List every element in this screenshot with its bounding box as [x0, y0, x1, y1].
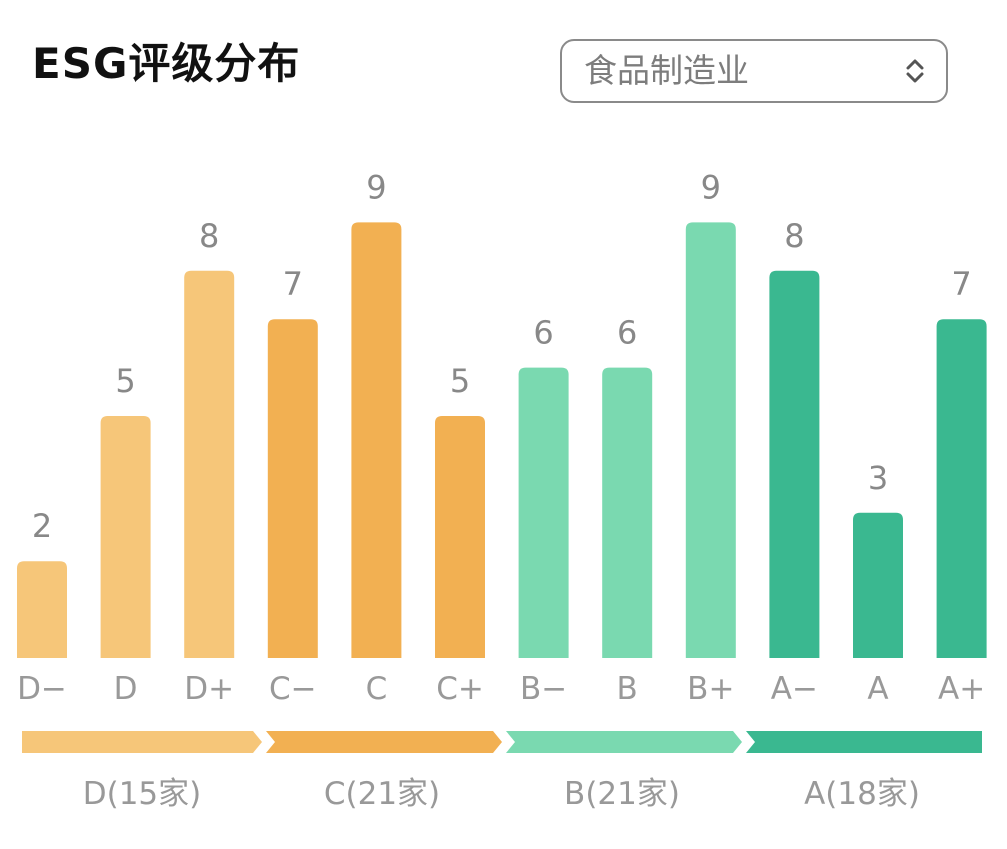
- bar: [936, 319, 987, 658]
- value-label: 5: [450, 362, 470, 400]
- bar: [184, 270, 235, 658]
- group-label: D(15家): [83, 776, 202, 812]
- x-tick-label: B: [617, 671, 638, 707]
- bar: [853, 512, 903, 658]
- industry-select-value: 食品制造业: [584, 51, 749, 90]
- group-band-a: [746, 731, 982, 753]
- group-label: A(18家): [804, 776, 920, 812]
- x-tick-label: D: [114, 671, 138, 707]
- bar: [518, 367, 569, 658]
- x-tick-label: D+: [184, 671, 234, 707]
- value-label: 8: [784, 217, 804, 255]
- bar: [435, 416, 485, 658]
- value-label: 2: [32, 507, 52, 545]
- value-label: 7: [951, 265, 971, 303]
- value-label: 9: [366, 168, 386, 206]
- value-label: 5: [115, 362, 135, 400]
- x-tick-label: A: [867, 671, 888, 707]
- value-label: 9: [701, 168, 721, 206]
- bar: [769, 270, 820, 658]
- value-label: 7: [283, 265, 303, 303]
- bar: [685, 222, 736, 658]
- x-tick-label: B−: [520, 671, 567, 707]
- group-band-d: [22, 731, 262, 753]
- x-tick-label: A+: [938, 671, 985, 707]
- bar: [100, 416, 151, 658]
- bar: [351, 222, 402, 658]
- industry-select[interactable]: 食品制造业: [560, 39, 948, 103]
- bar: [17, 561, 67, 658]
- page-title: ESG评级分布: [32, 39, 301, 88]
- x-tick-label: B+: [687, 671, 734, 707]
- chevron-up-down-icon: [906, 59, 924, 83]
- group-label: C(21家): [324, 776, 440, 812]
- group-band-b: [506, 731, 742, 753]
- value-label: 8: [199, 217, 219, 255]
- x-tick-label: A−: [771, 671, 818, 707]
- x-tick-label: C−: [269, 671, 317, 707]
- x-tick-label: D−: [17, 671, 67, 707]
- bar: [267, 319, 318, 658]
- group-band-c: [266, 731, 502, 753]
- x-tick-label: C: [366, 671, 388, 707]
- value-label: 6: [617, 314, 637, 352]
- group-label: B(21家): [564, 776, 680, 812]
- x-tick-label: C+: [436, 671, 484, 707]
- value-label: 6: [533, 314, 553, 352]
- bar: [602, 367, 653, 658]
- value-label: 3: [868, 459, 888, 497]
